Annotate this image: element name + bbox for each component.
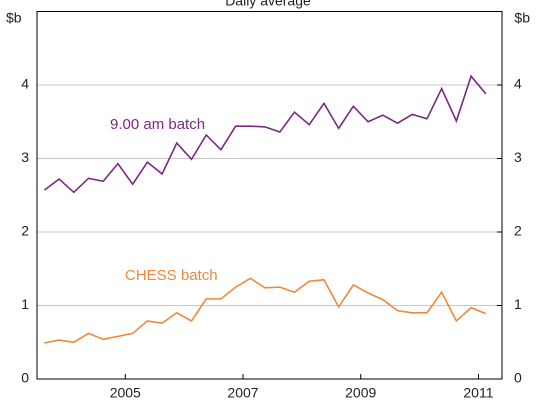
y2-tick-label: 1 <box>514 296 522 312</box>
y-tick-label: 4 <box>21 76 29 92</box>
series-label: CHESS batch <box>125 267 218 284</box>
y2-tick-label: 3 <box>514 149 522 165</box>
y-axis-label: $b <box>6 10 22 26</box>
y-tick-label: 3 <box>21 149 29 165</box>
y-tick-label: 1 <box>21 296 29 312</box>
y2-tick-label: 4 <box>514 76 522 92</box>
y-tick-label: 0 <box>21 370 29 386</box>
series-line <box>44 277 487 344</box>
x-tick-label: 2009 <box>345 385 376 401</box>
plot-frame <box>36 11 503 380</box>
y-tick-label: 2 <box>21 223 29 239</box>
y2-tick-label: 0 <box>514 370 522 386</box>
x-tick-label: 2007 <box>227 385 258 401</box>
series-label: 9.00 am batch <box>110 116 205 133</box>
y2-tick-label: 2 <box>514 223 522 239</box>
x-tick-label: 2005 <box>110 385 141 401</box>
series-line <box>43 74 487 194</box>
chart-title: Daily average <box>225 0 311 9</box>
y2-axis-label: $b <box>514 10 530 26</box>
x-tick-label: 2011 <box>463 385 493 401</box>
